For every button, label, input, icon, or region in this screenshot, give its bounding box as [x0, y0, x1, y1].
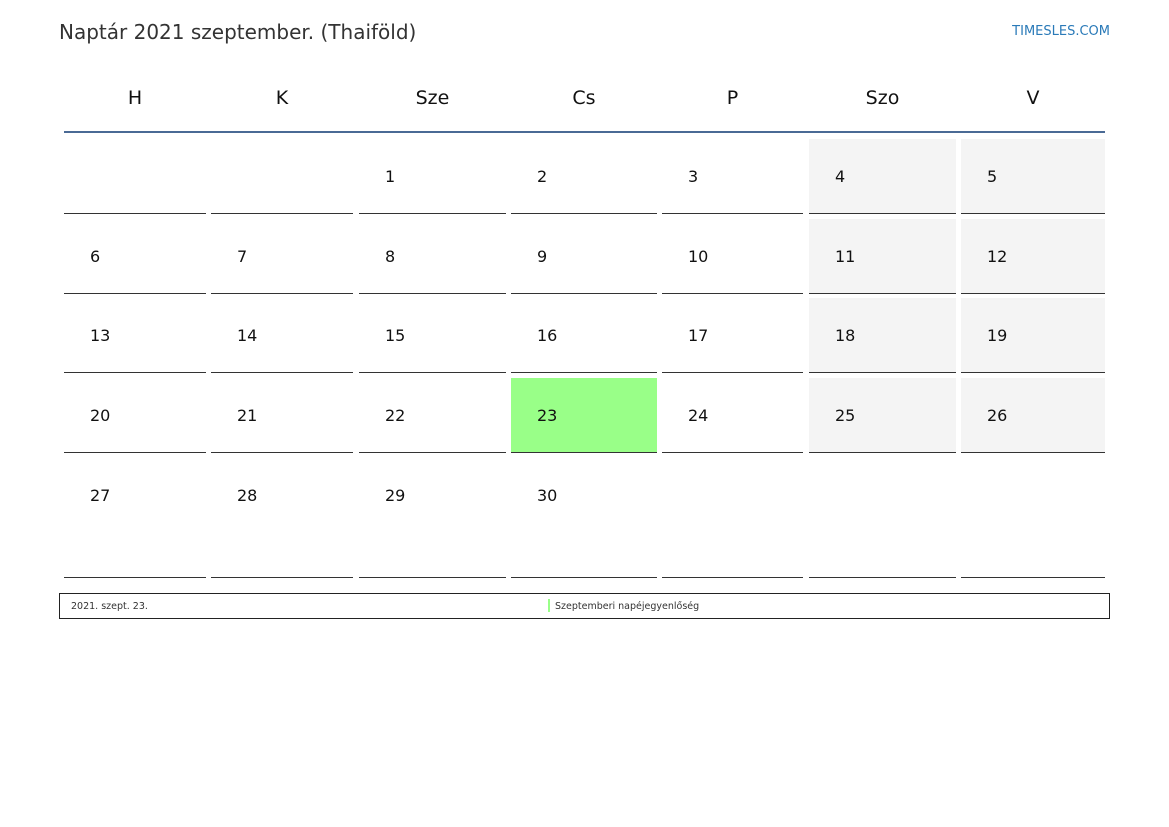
day-number: 4 [835, 167, 846, 186]
page-title: Naptár 2021 szeptember. (Thaiföld) [59, 20, 417, 44]
holiday-legend: 2021. szept. 23. Szeptemberi napéjegyenl… [59, 593, 1110, 619]
day-cell[interactable]: 8 [359, 219, 506, 294]
day-number: 13 [90, 326, 111, 345]
day-number: 21 [237, 406, 258, 425]
day-number: 22 [385, 406, 406, 425]
day-cell[interactable]: 2 [511, 139, 657, 214]
day-cell[interactable]: 17 [662, 298, 803, 373]
day-cell[interactable]: 21 [211, 378, 353, 453]
day-cell[interactable]: 14 [211, 298, 353, 373]
day-number: 3 [688, 167, 699, 186]
day-number: 27 [90, 486, 111, 505]
day-number: 24 [688, 406, 709, 425]
brand-link[interactable]: TIMESLES.COM [1012, 24, 1110, 39]
day-number: 2 [537, 167, 548, 186]
day-cell[interactable]: 30 [511, 458, 657, 578]
day-number: 1 [385, 167, 396, 186]
day-number: 16 [537, 326, 558, 345]
day-number: 7 [237, 247, 248, 266]
day-cell[interactable]: 19 [961, 298, 1105, 373]
day-cell[interactable]: 16 [511, 298, 657, 373]
day-cell[interactable]: 13 [64, 298, 206, 373]
day-number: 15 [385, 326, 406, 345]
day-number: 5 [987, 167, 998, 186]
day-number: 19 [987, 326, 1008, 345]
day-cell[interactable]: 6 [64, 219, 206, 294]
day-cell[interactable]: 12 [961, 219, 1105, 294]
day-cell[interactable]: 4 [809, 139, 956, 214]
day-cell[interactable]: 1 [359, 139, 506, 214]
day-cell[interactable] [211, 139, 353, 214]
day-number: 8 [385, 247, 396, 266]
day-number: 28 [237, 486, 258, 505]
day-cell[interactable]: 23 [511, 378, 657, 453]
weekday-header: H [127, 87, 143, 109]
day-number: 20 [90, 406, 111, 425]
day-cell[interactable]: 22 [359, 378, 506, 453]
weekday-header: Sze [415, 87, 450, 109]
day-number: 29 [385, 486, 406, 505]
day-number: 14 [237, 326, 258, 345]
day-number: 10 [688, 247, 709, 266]
legend-color-marker [548, 599, 550, 612]
day-cell[interactable]: 5 [961, 139, 1105, 214]
weekday-header: Szo [865, 87, 900, 109]
day-cell[interactable]: 24 [662, 378, 803, 453]
day-cell[interactable]: 9 [511, 219, 657, 294]
day-cell[interactable]: 3 [662, 139, 803, 214]
day-number: 11 [835, 247, 856, 266]
day-cell[interactable]: 15 [359, 298, 506, 373]
day-number: 25 [835, 406, 856, 425]
legend-event: Szeptemberi napéjegyenlőség [555, 601, 700, 612]
weekday-header: V [1026, 87, 1040, 109]
day-cell[interactable] [662, 458, 803, 578]
day-number: 12 [987, 247, 1008, 266]
day-number: 9 [537, 247, 548, 266]
day-cell[interactable]: 7 [211, 219, 353, 294]
day-number: 26 [987, 406, 1008, 425]
day-number: 30 [537, 486, 558, 505]
day-cell[interactable] [961, 458, 1105, 578]
day-number: 17 [688, 326, 709, 345]
header-divider [64, 131, 1105, 133]
day-cell[interactable]: 18 [809, 298, 956, 373]
day-cell[interactable]: 29 [359, 458, 506, 578]
day-cell[interactable]: 10 [662, 219, 803, 294]
day-cell[interactable] [809, 458, 956, 578]
weekday-header: P [726, 87, 739, 109]
day-cell[interactable]: 25 [809, 378, 956, 453]
day-cell[interactable] [64, 139, 206, 214]
weekday-header: Cs [572, 87, 596, 109]
day-cell[interactable]: 26 [961, 378, 1105, 453]
day-cell[interactable]: 11 [809, 219, 956, 294]
legend-date: 2021. szept. 23. [71, 601, 148, 612]
day-number: 23 [537, 406, 558, 425]
day-cell[interactable]: 20 [64, 378, 206, 453]
day-cell[interactable]: 27 [64, 458, 206, 578]
day-number: 18 [835, 326, 856, 345]
day-cell[interactable]: 28 [211, 458, 353, 578]
day-number: 6 [90, 247, 101, 266]
weekday-header: K [275, 87, 289, 109]
